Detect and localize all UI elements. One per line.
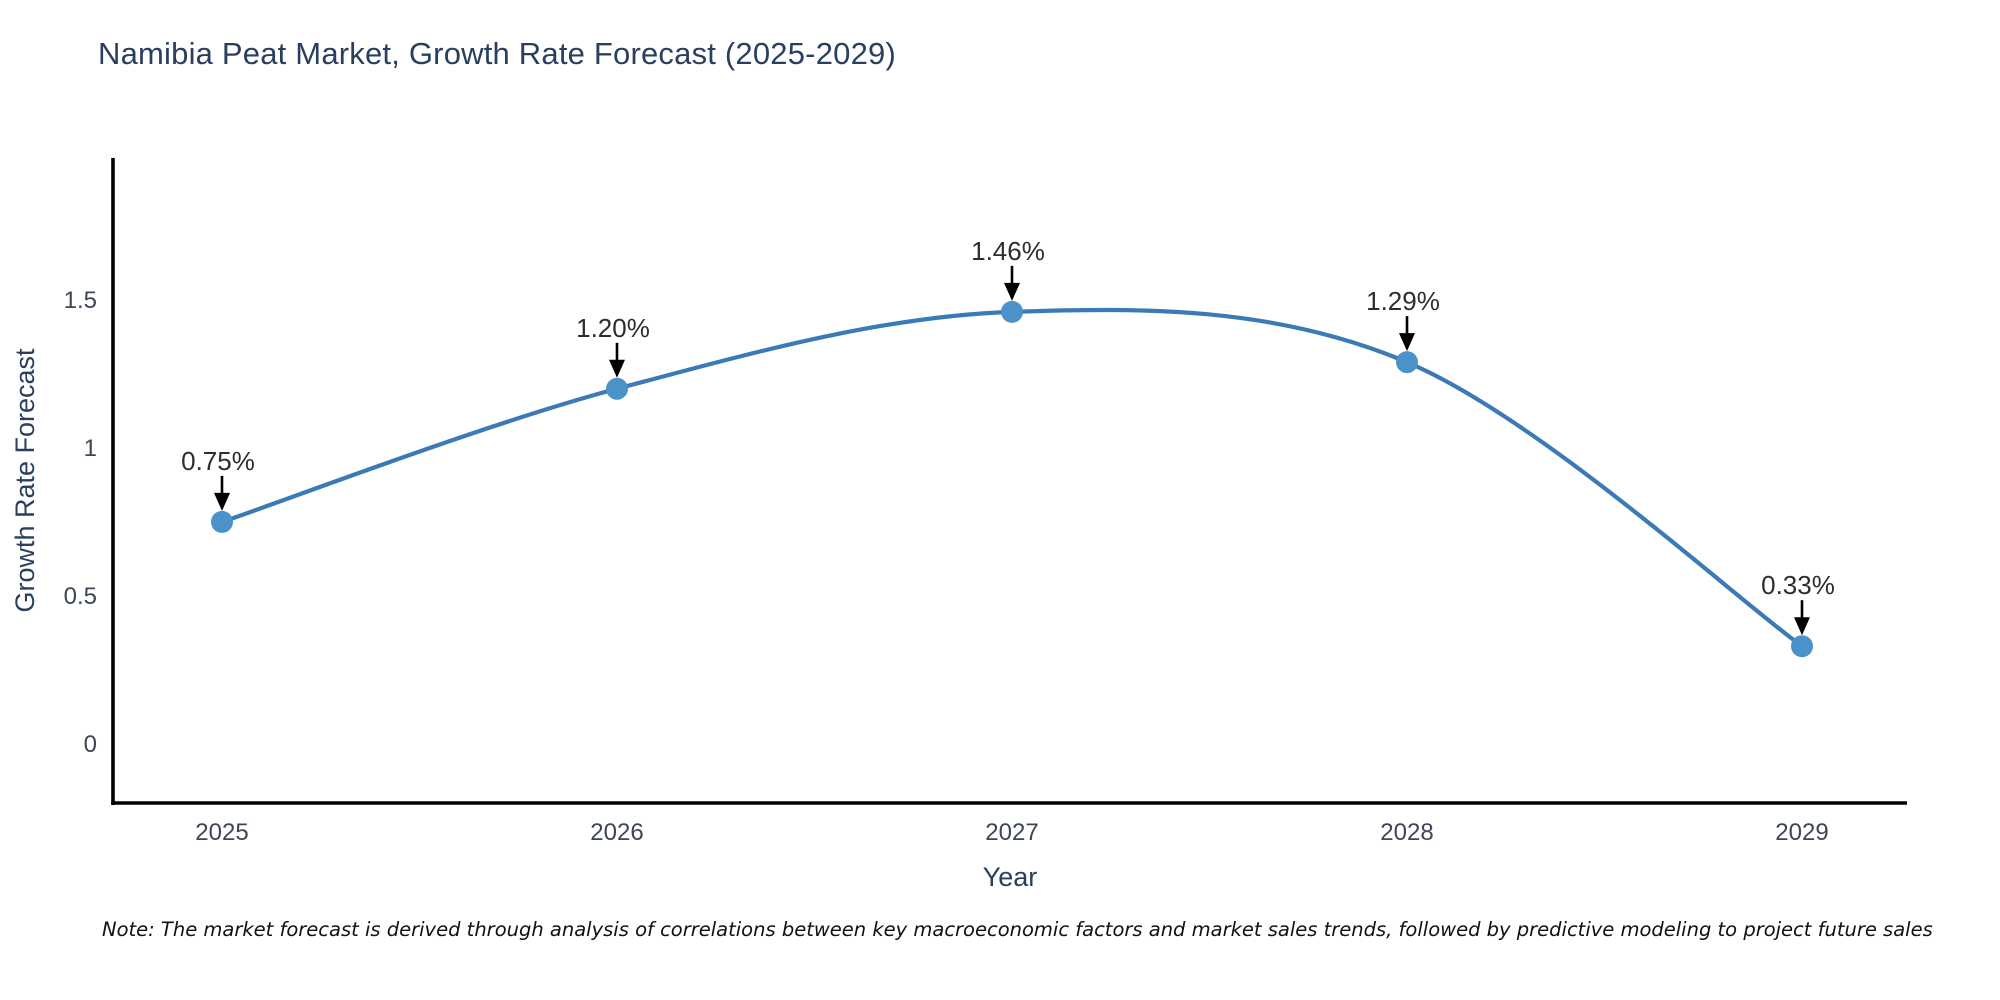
x-tick-label: 2026 xyxy=(590,819,643,846)
forecast-line-series xyxy=(219,307,1805,649)
y-tick-label: 1.5 xyxy=(64,287,97,314)
annotation-label: 0.33% xyxy=(1761,570,1835,600)
x-tick-label: 2029 xyxy=(1775,819,1828,846)
annotation-label: 1.46% xyxy=(971,236,1045,266)
x-axis-title: Year xyxy=(983,862,1038,892)
y-tick-label: 1 xyxy=(84,435,97,462)
data-point-marker xyxy=(1791,635,1813,658)
annotation-label: 1.29% xyxy=(1366,286,1440,316)
chart-title: Namibia Peat Market, Growth Rate Forecas… xyxy=(98,36,896,71)
annotation-arrowhead xyxy=(1794,617,1810,636)
x-tick-label: 2027 xyxy=(985,819,1038,846)
annotation-arrowhead xyxy=(1399,333,1415,352)
y-tick-label: 0.5 xyxy=(64,583,97,610)
x-tick-label: 2028 xyxy=(1380,819,1433,846)
annotation-label: 0.75% xyxy=(181,446,255,476)
data-point-marker xyxy=(211,510,233,533)
footnote-text: Note: The market forecast is derived thr… xyxy=(102,918,1933,941)
data-point-marker xyxy=(606,377,628,400)
annotation-arrowhead xyxy=(214,492,230,511)
y-tick-label: 0 xyxy=(84,731,97,758)
y-axis-title: Growth Rate Forecast xyxy=(10,348,40,613)
annotation-label: 1.20% xyxy=(576,313,650,343)
data-point-marker xyxy=(1396,351,1418,374)
data-point-marker xyxy=(1001,300,1023,323)
annotation-arrowhead xyxy=(1004,282,1020,301)
annotation-arrowhead xyxy=(609,359,625,378)
x-tick-label: 2025 xyxy=(195,819,248,846)
